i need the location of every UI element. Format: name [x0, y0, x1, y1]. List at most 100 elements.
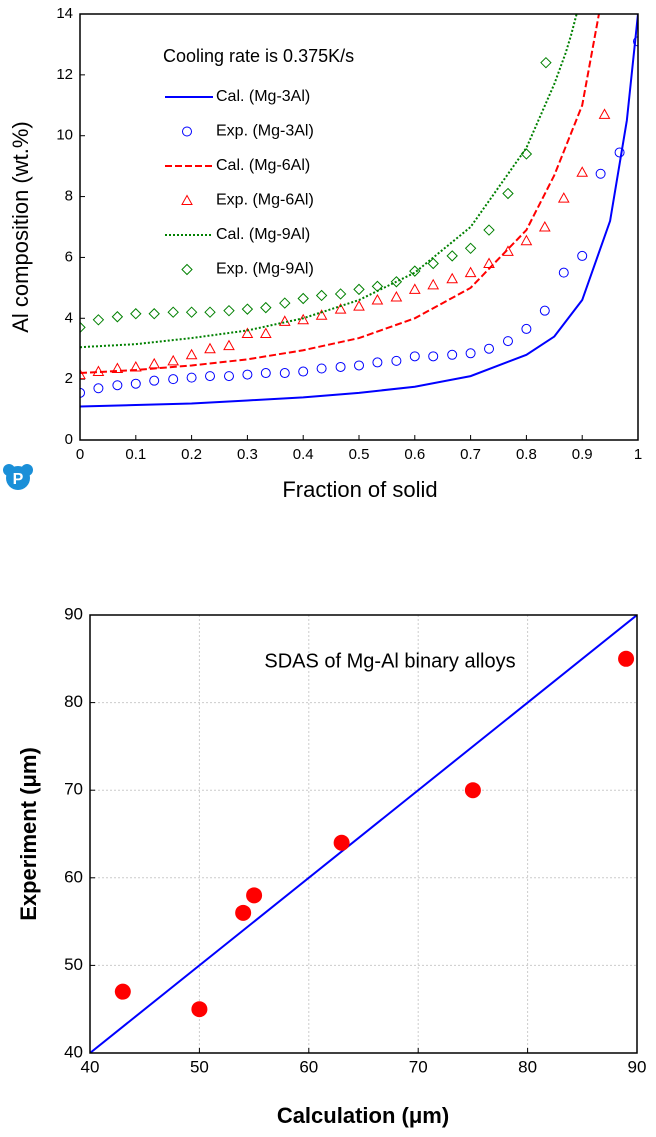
data-point — [353, 300, 365, 311]
x-tick-label: 90 — [628, 1057, 647, 1076]
data-point — [111, 362, 124, 373]
data-point — [204, 306, 216, 318]
data-point — [446, 250, 458, 262]
x-axis-label: Calculation (μm) — [277, 1103, 449, 1128]
data-point — [315, 289, 328, 302]
data-point — [484, 343, 495, 354]
legend-label: Exp. (Mg-6Al) — [216, 192, 314, 209]
data-point — [598, 108, 611, 119]
data-point — [185, 306, 198, 318]
data-point — [246, 887, 263, 904]
data-point — [595, 168, 606, 179]
data-point — [447, 349, 458, 360]
data-point — [538, 220, 551, 232]
y-tick-label: 0 — [65, 431, 73, 448]
data-point — [483, 257, 495, 269]
data-point — [464, 782, 481, 799]
data-point — [279, 368, 290, 379]
data-point — [129, 360, 142, 372]
y-tick-label: 4 — [65, 309, 73, 326]
y-tick-label: 6 — [65, 248, 73, 265]
data-point — [114, 983, 131, 1000]
data-point — [130, 308, 142, 320]
svg-text:P: P — [13, 471, 24, 488]
data-point — [259, 327, 272, 338]
data-point — [539, 305, 550, 316]
data-point — [92, 365, 105, 377]
data-point — [390, 276, 403, 288]
data-point — [241, 303, 254, 315]
x-tick-label: 0.8 — [516, 446, 537, 463]
data-point — [223, 371, 234, 382]
data-point — [408, 283, 421, 294]
y-axis-label: Experiment (μm) — [16, 747, 41, 921]
data-point — [520, 234, 533, 246]
data-point — [167, 354, 180, 366]
data-point — [372, 357, 383, 368]
y-tick-label: 40 — [64, 1042, 83, 1061]
x-tick-label: 0.6 — [404, 446, 425, 463]
x-tick-label: 0.9 — [572, 446, 593, 463]
y-tick-label: 8 — [65, 188, 73, 205]
data-point — [614, 147, 625, 158]
data-point — [540, 56, 552, 69]
data-point — [577, 250, 588, 261]
annotation: Cooling rate is 0.375K/s — [163, 46, 354, 66]
data-point — [111, 311, 124, 323]
data-point — [390, 290, 403, 302]
y-tick-label: 2 — [65, 370, 73, 387]
y-tick-label: 12 — [56, 66, 73, 83]
data-point — [223, 304, 235, 317]
data-point — [558, 267, 569, 278]
data-point — [353, 283, 365, 296]
data-point — [186, 372, 197, 383]
data-point — [242, 369, 253, 380]
legend-marker — [182, 126, 192, 137]
data-point — [502, 245, 514, 256]
x-tick-label: 50 — [190, 1057, 209, 1076]
data-point — [148, 357, 161, 369]
data-point — [371, 280, 384, 293]
x-tick-label: 1 — [634, 446, 642, 463]
data-point — [167, 306, 179, 318]
data-point — [80, 368, 86, 380]
data-point — [80, 321, 86, 334]
legend-label: Cal. (Mg-3Al) — [216, 88, 310, 105]
data-point — [464, 242, 477, 255]
x-tick-label: 0.2 — [181, 446, 202, 463]
data-point — [92, 314, 105, 326]
chart-title: SDAS of Mg-Al binary alloys — [264, 650, 515, 672]
data-point — [391, 355, 402, 366]
data-point — [633, 36, 638, 47]
data-point — [334, 288, 347, 300]
x-axis-label: Fraction of solid — [282, 477, 437, 502]
x-tick-label: 60 — [299, 1057, 318, 1076]
x-tick-label: 0.4 — [293, 446, 314, 463]
data-point — [354, 360, 364, 371]
plot-frame — [79, 13, 639, 441]
data-point — [298, 366, 309, 377]
curve — [80, 14, 600, 375]
legend-marker — [181, 263, 193, 276]
data-point — [483, 224, 495, 236]
x-tick-label: 0.5 — [349, 446, 370, 463]
y-tick-label: 90 — [64, 604, 83, 623]
data-point — [112, 380, 123, 391]
legend-label: Exp. (Mg-9Al) — [216, 261, 314, 278]
data-point — [191, 1001, 208, 1018]
x-tick-label: 0.3 — [237, 446, 258, 463]
data-point — [149, 375, 160, 386]
x-tick-label: 80 — [518, 1057, 537, 1076]
data-point — [334, 303, 347, 314]
data-point — [502, 336, 513, 347]
data-point — [465, 348, 476, 359]
curve — [80, 14, 638, 408]
data-point — [297, 292, 309, 305]
data-point — [409, 265, 421, 277]
data-point — [557, 192, 570, 203]
data-point — [168, 374, 179, 385]
data-point — [335, 361, 346, 372]
data-point — [260, 301, 272, 314]
y-axis-label: Al composition (wt.%) — [8, 121, 33, 333]
data-point — [223, 339, 235, 351]
